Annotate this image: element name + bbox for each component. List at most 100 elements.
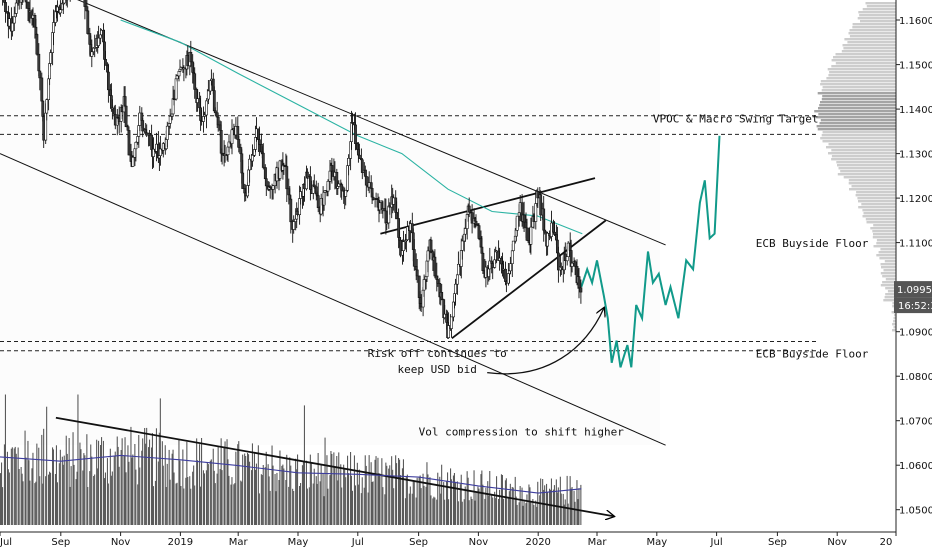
volume-bar bbox=[295, 458, 297, 525]
volume-bar bbox=[348, 473, 350, 525]
volume-bar bbox=[96, 439, 98, 525]
candle-body bbox=[455, 274, 459, 285]
countdown-badge bbox=[894, 297, 932, 314]
volume-bar bbox=[443, 482, 445, 525]
volume-bar bbox=[61, 456, 63, 525]
time-tick-label: May bbox=[288, 537, 309, 548]
profile-bar bbox=[821, 89, 896, 92]
volume-bar bbox=[171, 453, 173, 525]
volume-bar bbox=[43, 428, 45, 525]
time-tick-label: Nov bbox=[469, 537, 489, 548]
candle-body bbox=[354, 124, 357, 145]
volume-bar bbox=[42, 483, 44, 525]
profile-bar bbox=[852, 26, 896, 29]
candle-body bbox=[207, 90, 210, 100]
line-series bbox=[0, 19, 721, 494]
volume-bar bbox=[149, 439, 151, 525]
candle-body bbox=[26, 1, 30, 9]
volume-bar bbox=[182, 449, 184, 525]
profile-bar bbox=[835, 53, 896, 56]
volume-bar bbox=[367, 492, 369, 525]
volume-bar bbox=[290, 465, 292, 525]
volume-bar bbox=[297, 454, 299, 525]
volume-bar bbox=[351, 490, 353, 525]
volume-bar bbox=[453, 473, 455, 525]
volume-bar bbox=[241, 481, 243, 525]
volume-bar bbox=[166, 463, 168, 525]
volume-bar bbox=[454, 481, 456, 525]
time-tick-label: Jul bbox=[710, 537, 723, 548]
volume-bar bbox=[535, 500, 537, 525]
candle-body bbox=[58, 9, 62, 14]
volume-bar bbox=[103, 478, 105, 525]
volume-bar bbox=[24, 430, 26, 525]
volume-bar bbox=[571, 487, 573, 525]
volume-bar bbox=[452, 475, 454, 525]
candle-body bbox=[4, 2, 7, 13]
volume-average-line bbox=[0, 454, 582, 494]
volume-bar bbox=[34, 483, 36, 525]
volume-bar bbox=[169, 479, 171, 525]
volume-bar bbox=[550, 489, 552, 525]
volume-bar bbox=[86, 434, 88, 525]
volume-bar bbox=[515, 496, 517, 525]
candle-body bbox=[264, 178, 268, 187]
annotations: VPOC & Macro Swing Target ECB Buyside Flo… bbox=[368, 112, 869, 438]
volume-bar bbox=[336, 456, 338, 525]
volume-bar bbox=[255, 463, 257, 525]
profile-bar bbox=[873, 224, 896, 227]
volume-bar bbox=[491, 494, 493, 525]
candle-body bbox=[285, 166, 289, 190]
profile-bar bbox=[821, 134, 896, 137]
candle-body bbox=[124, 105, 128, 127]
volume-bar bbox=[70, 466, 72, 525]
volume-bar bbox=[189, 476, 191, 525]
volume-bar bbox=[492, 497, 494, 525]
volume-bar bbox=[145, 443, 147, 525]
volume-bar bbox=[32, 452, 34, 525]
candle-body bbox=[40, 77, 44, 102]
volume-bar bbox=[474, 500, 476, 525]
volume-bar bbox=[131, 457, 133, 525]
volume-bar bbox=[234, 483, 236, 525]
volume-bar bbox=[245, 456, 247, 525]
volume-bar bbox=[238, 441, 240, 525]
volume-bar bbox=[532, 499, 534, 525]
candle-body bbox=[525, 227, 529, 241]
volume-bar bbox=[172, 449, 174, 525]
volume-bar bbox=[450, 468, 452, 525]
profile-bar bbox=[851, 185, 896, 188]
candle-body bbox=[62, 0, 66, 4]
candle-body bbox=[203, 114, 206, 117]
candle-body bbox=[11, 22, 14, 32]
candle-body bbox=[508, 263, 512, 272]
candle-body bbox=[123, 96, 127, 107]
volume-bar bbox=[157, 461, 159, 525]
volume-bar bbox=[564, 499, 566, 525]
volume-bar bbox=[258, 493, 260, 525]
candle-body bbox=[553, 231, 556, 235]
volume-bar bbox=[356, 462, 358, 525]
curved-arrow bbox=[487, 308, 604, 375]
volume-bar bbox=[200, 486, 202, 525]
profile-bar bbox=[841, 50, 896, 53]
volume-bar bbox=[401, 468, 403, 525]
volume-bar bbox=[242, 454, 244, 525]
candle-body bbox=[38, 70, 42, 79]
volume-bar bbox=[80, 449, 82, 525]
annotation-text: Risk off continues to bbox=[368, 347, 507, 360]
profile-bar bbox=[857, 197, 896, 200]
volume-bar bbox=[14, 446, 16, 525]
volume-bar bbox=[422, 473, 424, 525]
volume-bar bbox=[331, 454, 333, 525]
volume-bar bbox=[10, 448, 12, 525]
profile-bar bbox=[844, 38, 896, 41]
trendlines bbox=[0, 0, 666, 516]
volume-bar bbox=[286, 454, 288, 525]
volume-bar bbox=[127, 445, 129, 525]
volume-bar bbox=[89, 471, 91, 525]
volume-bar bbox=[121, 438, 123, 525]
volume-bar bbox=[350, 475, 352, 525]
volume-bar bbox=[302, 461, 304, 525]
profile-bar bbox=[882, 275, 896, 278]
